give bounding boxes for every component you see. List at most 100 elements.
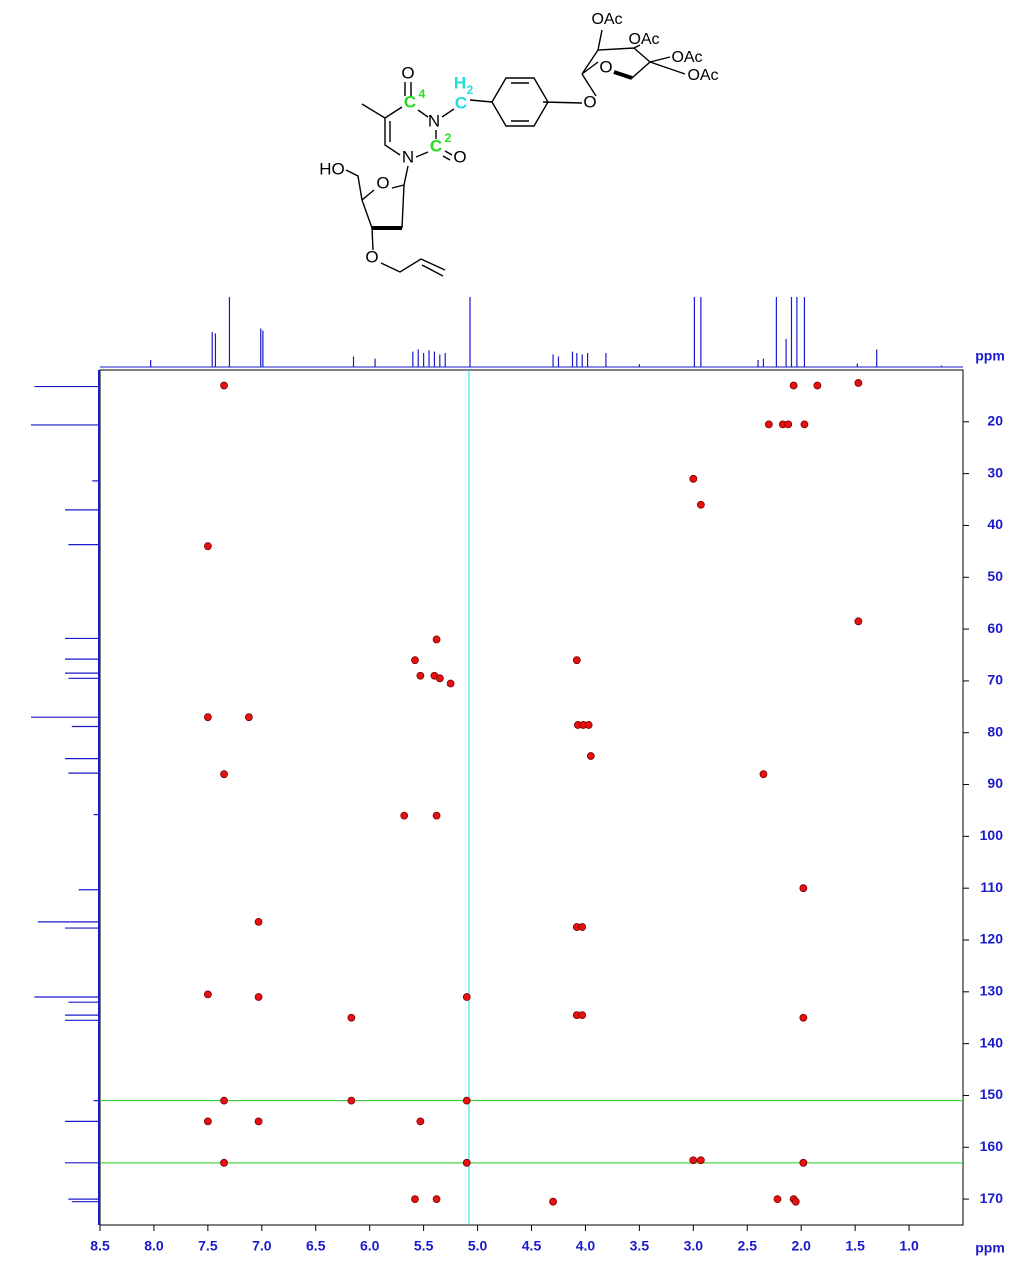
atom-label: 4 xyxy=(419,87,426,101)
cross-peak xyxy=(432,1195,441,1203)
atom-label: N xyxy=(428,111,440,130)
atom-label: C xyxy=(404,92,416,111)
cross-peak xyxy=(254,993,263,1001)
atom-label: O xyxy=(453,147,466,166)
y-tick-label: 20 xyxy=(987,413,1003,429)
x-tick-label: 4.0 xyxy=(576,1238,596,1254)
cross-peak xyxy=(799,1158,808,1167)
y-tick-label: 30 xyxy=(987,464,1003,480)
cross-peak xyxy=(446,679,455,688)
cross-peak xyxy=(347,1096,356,1105)
x-tick-label: 2.0 xyxy=(791,1238,811,1254)
cross-peak xyxy=(203,542,212,551)
cross-peak xyxy=(789,381,798,390)
cross-peak xyxy=(347,1013,356,1022)
cross-peak xyxy=(462,993,471,1001)
cross-peak xyxy=(220,770,228,779)
atom-label: O xyxy=(583,92,596,111)
y-tick-label: 150 xyxy=(980,1086,1004,1102)
cross-peak xyxy=(572,656,581,665)
cross-peak xyxy=(813,381,822,390)
cross-peak xyxy=(578,1011,587,1020)
y-tick-label: 70 xyxy=(987,672,1003,688)
cross-peak xyxy=(549,1197,557,1206)
atom-label: OAc xyxy=(628,31,659,48)
cross-peak xyxy=(411,656,419,665)
atom-label: O xyxy=(599,57,612,76)
y-tick-label: 100 xyxy=(980,827,1004,843)
atom-label: 2 xyxy=(445,131,452,145)
cross-peak xyxy=(254,917,263,926)
cross-peak xyxy=(800,420,809,429)
cross-peak xyxy=(696,500,705,509)
cross-peak xyxy=(220,1096,228,1105)
y-tick-label: 170 xyxy=(980,1190,1004,1206)
atom-label: HO xyxy=(319,159,345,178)
y-tick-label: 160 xyxy=(980,1138,1004,1154)
cross-peak xyxy=(244,713,253,722)
cross-peak xyxy=(220,381,228,390)
atom-label: C xyxy=(455,93,467,112)
cross-peak xyxy=(791,1197,800,1206)
x-tick-label: 6.5 xyxy=(306,1238,326,1254)
cross-peak xyxy=(586,752,595,760)
cross-peak xyxy=(854,617,863,626)
y-tick-label: 90 xyxy=(987,775,1003,791)
cross-peak xyxy=(432,811,441,820)
y-tick-label: 60 xyxy=(987,620,1003,636)
y-tick-label: 140 xyxy=(980,1034,1004,1050)
cross-peak xyxy=(773,1195,782,1203)
y-tick-label: 110 xyxy=(980,879,1003,895)
y-tick-label: 80 xyxy=(987,723,1003,739)
cross-peak xyxy=(689,474,698,483)
atom-label: O xyxy=(365,247,378,266)
x-tick-label: 5.5 xyxy=(414,1238,434,1254)
atom-label: OAc xyxy=(591,11,622,28)
cross-peak xyxy=(411,1195,419,1203)
cross-peak xyxy=(416,671,425,680)
x-tick-label: 1.0 xyxy=(899,1238,919,1254)
cross-peak xyxy=(400,811,409,820)
cross-peak xyxy=(584,721,593,729)
cross-peak xyxy=(764,420,773,429)
x-tick-label: 3.0 xyxy=(684,1238,704,1254)
x-tick-label: 3.5 xyxy=(630,1238,650,1254)
x-tick-label: 5.0 xyxy=(468,1238,488,1254)
atom-label: C xyxy=(430,136,442,155)
cross-peak xyxy=(696,1156,705,1165)
cross-peak xyxy=(799,1013,808,1022)
atom-label: N xyxy=(402,147,414,166)
y-axis-label: ppm xyxy=(975,348,1005,364)
cross-peak xyxy=(784,420,793,429)
plot-frame xyxy=(99,369,964,1226)
cross-peak xyxy=(416,1117,425,1126)
wedge-bond xyxy=(613,70,633,80)
cross-peak xyxy=(462,1096,471,1105)
cross-peak xyxy=(203,990,212,999)
cross-peak xyxy=(432,635,441,644)
y-tick-label: 120 xyxy=(980,931,1004,947)
atom-label: OAc xyxy=(671,49,702,66)
x-tick-label: 8.0 xyxy=(144,1238,164,1254)
x-axis-label: ppm xyxy=(975,1240,1005,1256)
y-tick-label: 40 xyxy=(987,516,1003,532)
cross-peak xyxy=(254,1117,263,1126)
cross-peak xyxy=(854,379,863,387)
x-tick-label: 6.0 xyxy=(360,1238,380,1254)
x-tick-label: 8.5 xyxy=(90,1238,110,1254)
y-tick-label: 130 xyxy=(980,983,1004,999)
y-tick-label: 50 xyxy=(987,568,1003,584)
bonds xyxy=(345,29,686,277)
cross-peak xyxy=(220,1158,228,1167)
x-tick-label: 4.5 xyxy=(522,1238,542,1254)
atom-label: O xyxy=(376,173,389,192)
atom-label: OAc xyxy=(687,67,718,84)
x-tick-label: 1.5 xyxy=(845,1238,865,1254)
cross-peak xyxy=(203,1117,212,1126)
cross-peak xyxy=(799,884,808,893)
x-tick-label: 2.5 xyxy=(738,1238,758,1254)
cross-peak xyxy=(759,770,768,779)
x-tick-label: 7.0 xyxy=(252,1238,272,1254)
